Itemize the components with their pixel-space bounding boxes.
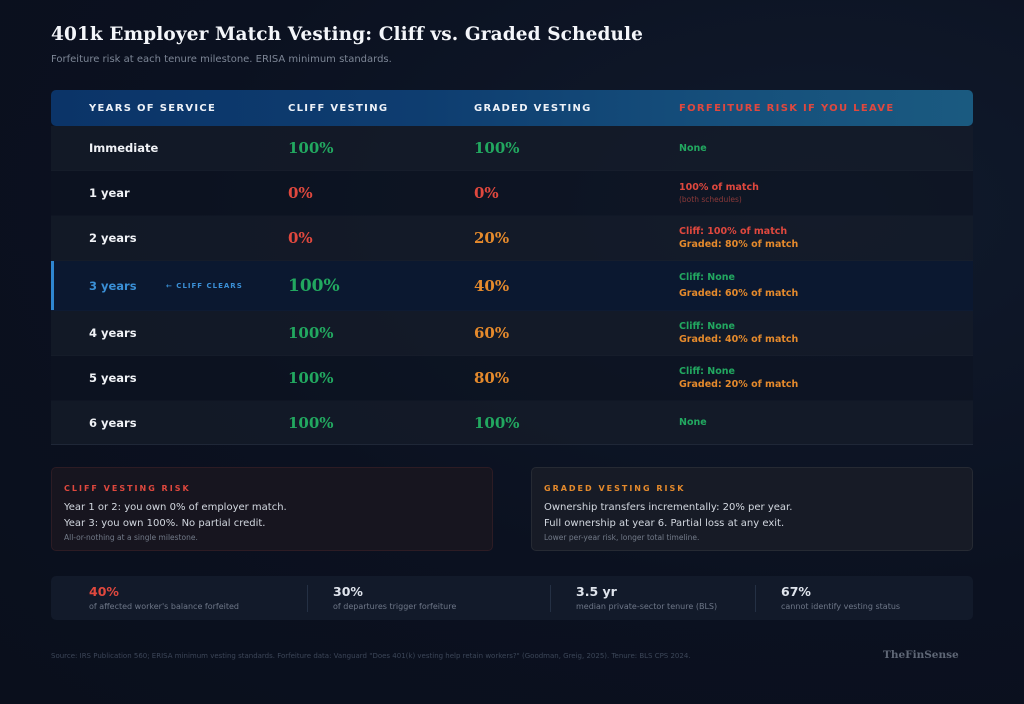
risk-text: None bbox=[679, 142, 707, 154]
stat-value: 40% bbox=[89, 584, 119, 599]
risk-cliff-text: Cliff: None bbox=[679, 321, 735, 332]
stat-tenure: 3.5 yr median private-sector tenure (BLS… bbox=[576, 584, 717, 611]
cliff-cell: 0% bbox=[288, 229, 313, 247]
graded-cell: 20% bbox=[474, 229, 510, 247]
cliff-risk-card: CLIFF VESTING RISK Year 1 or 2: you own … bbox=[51, 467, 493, 551]
risk-graded-text: Graded: 20% of match bbox=[679, 379, 799, 390]
table-row: 5 years 100% 80% Cliff: None Graded: 20%… bbox=[51, 356, 973, 401]
risk-cliff-text: Cliff: None bbox=[679, 271, 735, 283]
years-cell: 6 years bbox=[89, 415, 137, 430]
card-line: Ownership transfers incrementally: 20% p… bbox=[544, 502, 793, 513]
risk-text: 100% of match bbox=[679, 182, 759, 193]
risk-cell: 100% of match (both schedules) bbox=[679, 181, 759, 205]
card-line: Full ownership at year 6. Partial loss a… bbox=[544, 518, 785, 529]
cliff-cell: 100% bbox=[288, 275, 340, 296]
risk-cell: Cliff: None Graded: 20% of match bbox=[679, 365, 798, 391]
brand-logo: TheFinSense bbox=[883, 649, 959, 661]
vesting-table: YEARS OF SERVICE CLIFF VESTING GRADED VE… bbox=[51, 90, 973, 445]
risk-cell: Cliff: None Graded: 60% of match bbox=[679, 270, 798, 302]
graded-cell: 0% bbox=[474, 184, 499, 202]
card-title: CLIFF VESTING RISK bbox=[64, 484, 191, 493]
risk-graded-text: Graded: 60% of match bbox=[679, 287, 799, 299]
risk-note: (both schedules) bbox=[679, 195, 742, 204]
stat-divider bbox=[755, 585, 756, 612]
column-header-years: YEARS OF SERVICE bbox=[89, 102, 217, 114]
risk-cell: None bbox=[679, 416, 707, 429]
risk-cell: None bbox=[679, 142, 707, 155]
cliff-cell: 100% bbox=[288, 369, 334, 387]
risk-graded-text: Graded: 80% of match bbox=[679, 239, 799, 250]
stat-divider bbox=[550, 585, 551, 612]
cliff-cell: 0% bbox=[288, 184, 313, 202]
risk-cliff-text: Cliff: 100% of match bbox=[679, 226, 788, 237]
years-cell: 3 years bbox=[89, 278, 137, 293]
stat-value: 3.5 yr bbox=[576, 584, 617, 599]
page-subtitle: Forfeiture risk at each tenure milestone… bbox=[51, 54, 392, 65]
table-row: 2 years 0% 20% Cliff: 100% of match Grad… bbox=[51, 216, 973, 261]
table-row-highlighted: 3 years ← CLIFF CLEARS 100% 40% Cliff: N… bbox=[51, 261, 973, 311]
stat-label: cannot identify vesting status bbox=[781, 602, 901, 611]
card-title: GRADED VESTING RISK bbox=[544, 484, 686, 493]
table-header: YEARS OF SERVICE CLIFF VESTING GRADED VE… bbox=[51, 90, 973, 126]
stat-label: of departures trigger forfeiture bbox=[333, 602, 457, 611]
stat-value: 67% bbox=[781, 584, 811, 599]
cliff-clears-tag: ← CLIFF CLEARS bbox=[166, 281, 243, 290]
stat-value: 30% bbox=[333, 584, 363, 599]
years-cell: 1 year bbox=[89, 186, 130, 200]
graded-risk-card: GRADED VESTING RISK Ownership transfers … bbox=[531, 467, 973, 551]
column-header-risk: FORFEITURE RISK IF YOU LEAVE bbox=[679, 102, 895, 114]
card-note: All-or-nothing at a single milestone. bbox=[64, 533, 198, 542]
table-row: 4 years 100% 60% Cliff: None Graded: 40%… bbox=[51, 311, 973, 356]
card-line: Year 1 or 2: you own 0% of employer matc… bbox=[64, 502, 287, 513]
column-header-cliff: CLIFF VESTING bbox=[288, 102, 389, 114]
years-cell: 2 years bbox=[89, 231, 137, 245]
card-line: Year 3: you own 100%. No partial credit. bbox=[64, 518, 266, 529]
graded-cell: 100% bbox=[474, 139, 520, 157]
cliff-cell: 100% bbox=[288, 139, 334, 157]
graded-cell: 100% bbox=[474, 413, 520, 432]
risk-cell: Cliff: 100% of match Graded: 80% of matc… bbox=[679, 225, 798, 251]
risk-graded-text: Graded: 40% of match bbox=[679, 334, 799, 345]
years-cell: Immediate bbox=[89, 141, 159, 155]
years-cell: 5 years bbox=[89, 371, 137, 385]
risk-text: None bbox=[679, 417, 707, 428]
cliff-cell: 100% bbox=[288, 324, 334, 342]
cliff-cell: 100% bbox=[288, 413, 334, 432]
graded-cell: 60% bbox=[474, 324, 510, 342]
column-header-graded: GRADED VESTING bbox=[474, 102, 592, 114]
graded-cell: 80% bbox=[474, 369, 510, 387]
page-title: 401k Employer Match Vesting: Cliff vs. G… bbox=[51, 24, 644, 45]
stat-label: of affected worker's balance forfeited bbox=[89, 602, 239, 611]
risk-cliff-text: Cliff: None bbox=[679, 366, 735, 377]
stat-departures: 30% of departures trigger forfeiture bbox=[333, 584, 456, 611]
years-cell: 4 years bbox=[89, 326, 137, 340]
table-row: 6 years 100% 100% None bbox=[51, 401, 973, 445]
table-row: 1 year 0% 0% 100% of match (both schedul… bbox=[51, 171, 973, 216]
source-note: Source: IRS Publication 560; ERISA minim… bbox=[51, 652, 691, 660]
stat-forfeited-balance: 40% of affected worker's balance forfeit… bbox=[89, 584, 239, 611]
risk-cell: Cliff: None Graded: 40% of match bbox=[679, 320, 798, 346]
stat-vesting-awareness: 67% cannot identify vesting status bbox=[781, 584, 900, 611]
stats-bar: 40% of affected worker's balance forfeit… bbox=[51, 576, 973, 620]
graded-cell: 40% bbox=[474, 276, 510, 295]
card-note: Lower per-year risk, longer total timeli… bbox=[544, 533, 700, 542]
stat-label: median private-sector tenure (BLS) bbox=[576, 602, 718, 611]
table-row: Immediate 100% 100% None bbox=[51, 126, 973, 171]
stat-divider bbox=[307, 585, 308, 612]
